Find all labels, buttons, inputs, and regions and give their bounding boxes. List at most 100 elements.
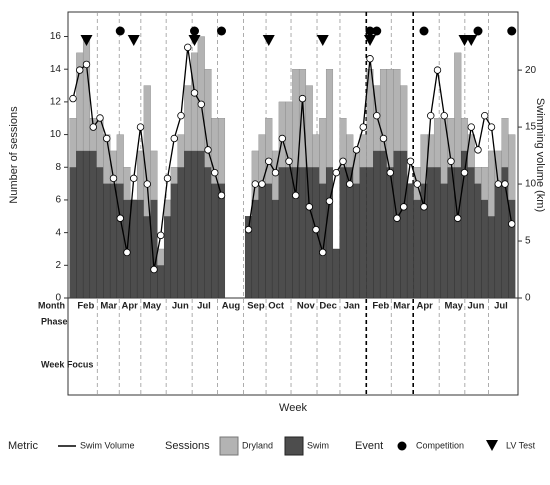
bar-swim: [474, 183, 482, 299]
competition: [372, 26, 382, 36]
legend-label: Swim Volume: [80, 440, 135, 450]
volume-point: [454, 214, 462, 222]
y-tick-label: 6: [55, 195, 61, 206]
bar-swim: [359, 167, 367, 299]
bar-dryland: [386, 69, 394, 168]
bar-dryland: [170, 167, 178, 184]
bar-dryland: [319, 118, 327, 184]
legend-swatch: [284, 436, 304, 456]
bar-dryland: [433, 118, 442, 168]
volume-point: [143, 180, 151, 188]
volume-point: [373, 111, 381, 120]
bar-swim: [163, 216, 172, 299]
bar-swim: [258, 183, 266, 299]
bar-swim: [406, 183, 415, 299]
volume-point: [244, 225, 253, 234]
month-label: May: [444, 301, 463, 312]
bar-dryland: [487, 150, 496, 217]
bar-swim: [400, 150, 408, 299]
competition: [419, 26, 429, 36]
bar-swim: [339, 167, 347, 299]
bar-swim: [150, 199, 158, 299]
legend-title: Event: [355, 440, 383, 452]
lv-test: [80, 35, 93, 46]
lv-test: [316, 35, 329, 46]
month-label: Mar: [100, 301, 117, 312]
volume-point: [406, 157, 415, 165]
bar-swim: [285, 167, 293, 299]
volume-point: [494, 180, 502, 188]
bar-swim: [325, 167, 334, 299]
legend-label: Dryland: [242, 440, 273, 450]
month-label: Mar: [393, 301, 410, 312]
legend-title: Metric: [8, 440, 38, 452]
volume-point: [420, 203, 428, 211]
volume-point: [352, 146, 361, 154]
bar-swim: [265, 183, 273, 299]
bar-dryland: [312, 134, 320, 168]
bar-swim: [447, 167, 455, 299]
y-tick-label: 0: [55, 293, 61, 304]
volume-point: [427, 111, 435, 120]
volume-point: [69, 94, 77, 103]
volume-point: [325, 197, 334, 205]
volume-point: [393, 214, 401, 222]
month-label: Jul: [494, 301, 508, 312]
volume-point: [265, 157, 273, 165]
volume-point: [190, 89, 199, 97]
volume-point: [508, 220, 516, 228]
bar-dryland: [251, 150, 259, 201]
volume-point: [285, 157, 293, 165]
legend-label: Swim: [307, 440, 329, 450]
competition: [217, 26, 226, 36]
bar-swim: [130, 199, 138, 299]
x-label: Week: [279, 402, 307, 414]
bar-dryland: [157, 248, 165, 266]
bar-dryland: [278, 101, 286, 168]
bar-dryland: [298, 69, 307, 168]
y2-tick-label: 0: [525, 293, 531, 304]
bar-swim: [109, 183, 118, 299]
volume-point: [447, 157, 455, 165]
bar-swim: [393, 150, 401, 299]
volume-point: [474, 146, 482, 154]
month-label: Apr: [122, 301, 139, 312]
bar-dryland: [197, 36, 205, 152]
volume-point: [217, 191, 226, 200]
y2-tick-label: 20: [525, 65, 537, 76]
y-tick-label: 14: [50, 64, 62, 75]
bar-swim: [427, 167, 435, 299]
bar-dryland: [325, 69, 334, 168]
bar-dryland: [346, 134, 354, 168]
month-label: May: [143, 301, 162, 312]
bar-swim: [96, 167, 104, 299]
bar-swim: [217, 183, 226, 299]
bar-dryland: [177, 134, 185, 168]
bar-dryland: [116, 134, 124, 184]
bar-dryland: [393, 69, 401, 152]
bar-swim: [204, 167, 212, 299]
bar-dryland: [184, 85, 192, 152]
label-panel: [67, 297, 519, 396]
row-label: Month: [38, 300, 65, 310]
bar-swim: [103, 183, 111, 299]
month-label: Apr: [416, 301, 433, 312]
volume-point: [319, 248, 327, 257]
volume-point: [103, 134, 111, 143]
month-label: Feb: [372, 301, 389, 312]
bar-swim: [413, 199, 421, 299]
volume-point: [366, 55, 374, 63]
y-tick-label: 16: [50, 31, 62, 42]
y-label: Number of sessions: [8, 106, 20, 204]
volume-point: [251, 180, 259, 188]
volume-point: [123, 248, 131, 257]
legend-symbol: [397, 441, 407, 451]
row-label: Week Focus: [41, 359, 93, 369]
bar-swim: [197, 150, 205, 299]
bar-dryland: [474, 167, 482, 184]
volume-point: [116, 214, 124, 222]
volume-point: [386, 168, 394, 177]
volume-point: [109, 174, 118, 183]
y2-tick-label: 10: [525, 179, 537, 190]
volume-line: [247, 58, 513, 253]
